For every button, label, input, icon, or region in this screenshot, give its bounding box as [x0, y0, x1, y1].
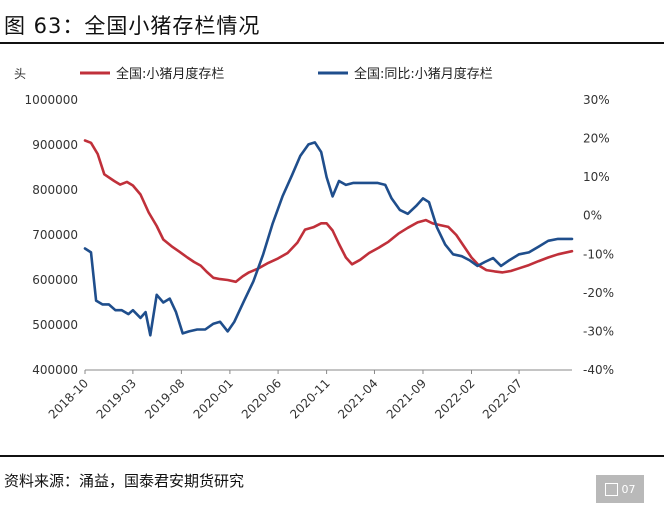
right-tick-label: 0%: [583, 209, 602, 223]
left-tick-label: 700000: [32, 228, 78, 242]
x-tick-label: 2020-01: [191, 376, 236, 421]
series-line-1: [83, 139, 574, 284]
left-tick-label: 900000: [32, 138, 78, 152]
page-number: 07: [621, 482, 636, 496]
right-tick-label: -40%: [583, 363, 614, 377]
legend-label-2: 全国:同比:小猪月度存栏: [354, 66, 493, 82]
left-tick-label: 1000000: [25, 93, 78, 107]
right-tick-label: 10%: [583, 170, 610, 184]
right-tick-label: -30%: [583, 324, 614, 338]
legend-label-1: 全国:小猪月度存栏: [116, 66, 224, 82]
x-tick-label: 2020-06: [239, 376, 284, 421]
left-axis-unit: 头: [14, 67, 26, 81]
x-tick-label: 2018-10: [46, 376, 91, 421]
right-tick-label: -20%: [583, 286, 614, 300]
series-line-2: [83, 141, 574, 337]
x-tick-label: 2022-02: [432, 376, 477, 421]
page-badge: 07: [596, 475, 644, 503]
x-tick-label: 2021-09: [384, 376, 429, 421]
x-tick-label: 2022-07: [480, 376, 525, 421]
dual-axis-line-chart: 全国:小猪月度存栏 全国:同比:小猪月度存栏 头 400000 500000 60000…: [14, 66, 614, 422]
right-tick-label: 30%: [583, 93, 610, 107]
chart-legend: 全国:小猪月度存栏 全国:同比:小猪月度存栏: [80, 66, 493, 82]
x-tick-label: 2019-03: [94, 376, 139, 421]
right-tick-label: -10%: [583, 247, 614, 261]
right-tick-label: 20%: [583, 132, 610, 146]
left-tick-label: 800000: [32, 183, 78, 197]
left-tick-label: 500000: [32, 318, 78, 332]
source-note: 资料来源：涌益，国泰君安期货研究: [4, 472, 245, 490]
page-title: 图 63：全国小猪存栏情况: [4, 14, 261, 38]
footer-rule: [0, 455, 664, 457]
x-tick-label: 2019-08: [142, 376, 187, 421]
header-rule: [0, 42, 664, 44]
left-tick-label: 600000: [32, 273, 78, 287]
x-tick-label: 2020-11: [287, 376, 332, 421]
chart-axes: 头 400000 500000 600000 700000 800000 900000 100…: [14, 67, 614, 422]
x-tick-label: 2021-04: [335, 376, 380, 421]
page-icon: [604, 482, 618, 496]
chart-series: [83, 139, 574, 337]
left-tick-label: 400000: [32, 363, 78, 377]
